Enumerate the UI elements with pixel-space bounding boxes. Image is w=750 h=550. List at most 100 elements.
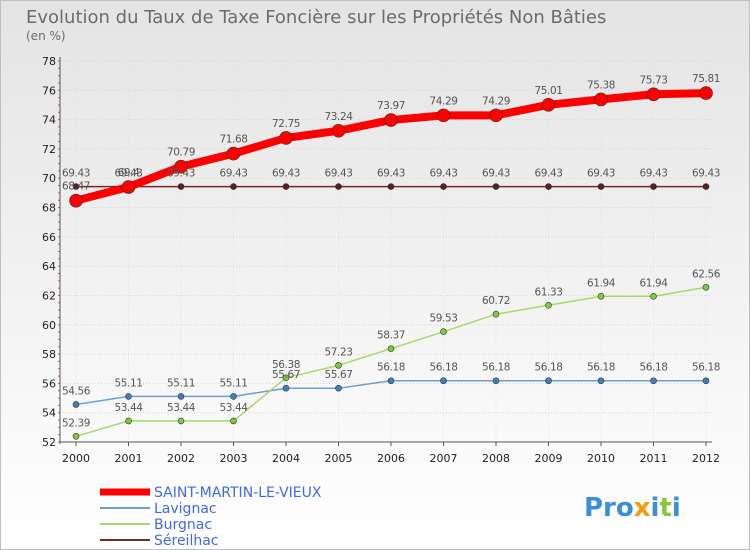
data-label: 56.38 bbox=[272, 359, 300, 371]
y-tick-label: 76 bbox=[42, 84, 56, 97]
data-point bbox=[702, 377, 710, 385]
x-tick-label: 2001 bbox=[115, 452, 143, 465]
data-label: 57.23 bbox=[324, 346, 352, 358]
data-point bbox=[597, 377, 605, 385]
x-tick-label: 2011 bbox=[640, 452, 668, 465]
data-label: 69.43 bbox=[429, 168, 457, 180]
data-point bbox=[121, 180, 136, 194]
data-point bbox=[489, 108, 503, 123]
series-saint-martin-le-vieux bbox=[69, 86, 713, 208]
data-point bbox=[177, 393, 185, 400]
y-tick-label: 54 bbox=[42, 407, 56, 420]
data-point bbox=[594, 92, 608, 107]
y-tick-label: 64 bbox=[42, 260, 56, 273]
data-label: 55.11 bbox=[219, 377, 247, 389]
data-point bbox=[69, 193, 83, 208]
data-point bbox=[650, 293, 657, 300]
x-tick-label: 2000 bbox=[62, 452, 90, 465]
data-point bbox=[125, 417, 132, 425]
data-point bbox=[177, 417, 185, 425]
data-point bbox=[177, 183, 185, 190]
proxiti-logo: Proxiti bbox=[584, 493, 681, 523]
data-point bbox=[387, 377, 395, 385]
data-point bbox=[282, 374, 290, 382]
data-label: 69.43 bbox=[534, 168, 562, 180]
x-tick-label: 2009 bbox=[535, 452, 563, 465]
y-axis-label: (en %) bbox=[26, 29, 66, 43]
data-label: 56.18 bbox=[692, 362, 720, 374]
y-tick-label: 52 bbox=[42, 436, 56, 449]
data-label: 69.43 bbox=[482, 168, 510, 180]
data-label: 75.38 bbox=[587, 79, 615, 91]
data-label: 53.44 bbox=[219, 402, 248, 414]
data-point bbox=[597, 183, 605, 190]
data-label: 55.67 bbox=[272, 369, 300, 381]
data-point bbox=[279, 131, 293, 145]
data-point bbox=[387, 345, 395, 352]
data-label: 68.47 bbox=[62, 181, 90, 193]
data-label: 73.24 bbox=[324, 111, 353, 123]
data-label: 59.53 bbox=[429, 313, 457, 325]
data-label: 56.18 bbox=[534, 362, 562, 374]
legend-label: Burgnac bbox=[154, 517, 212, 533]
data-label: 55.11 bbox=[114, 377, 142, 389]
y-tick-label: 60 bbox=[42, 319, 56, 332]
data-label: 54.56 bbox=[62, 385, 91, 397]
series-burgnac bbox=[72, 283, 710, 440]
legend-item: Burgnac bbox=[100, 517, 212, 533]
data-label: 75.81 bbox=[692, 73, 720, 85]
data-label: 74.29 bbox=[482, 95, 510, 107]
data-point bbox=[72, 432, 80, 440]
x-tick-label: 2008 bbox=[482, 452, 510, 465]
legend-item: Lavignac bbox=[100, 501, 217, 517]
data-label: 61.33 bbox=[534, 286, 562, 298]
data-label: 53.44 bbox=[167, 402, 196, 414]
data-label: 72.75 bbox=[272, 118, 300, 130]
data-label: 69.43 bbox=[377, 168, 405, 180]
x-tick-label: 2007 bbox=[430, 452, 458, 465]
data-label: 56.18 bbox=[482, 362, 510, 374]
axes: 52 54 56 58 60 62 64 66 68 70 72 74 76 78 2000 2001 2002… bbox=[42, 55, 720, 465]
legend-item: SAINT-MARTIN-LE-VIEUX bbox=[100, 485, 322, 501]
data-label: 71.68 bbox=[219, 134, 247, 146]
data-point bbox=[230, 417, 237, 425]
data-point bbox=[436, 108, 451, 123]
series-lavignac bbox=[72, 377, 710, 408]
data-point bbox=[545, 183, 552, 190]
data-label: 61.94 bbox=[639, 277, 668, 289]
data-point bbox=[545, 377, 552, 385]
y-tick-label: 56 bbox=[42, 377, 56, 390]
data-label: 56.18 bbox=[587, 362, 615, 374]
y-tick-label: 78 bbox=[42, 55, 56, 68]
data-label: 69.43 bbox=[167, 168, 195, 180]
data-point bbox=[230, 393, 237, 400]
x-tick-label: 2005 bbox=[325, 452, 353, 465]
data-label: 69.43 bbox=[62, 168, 90, 180]
y-tick-label: 62 bbox=[42, 289, 56, 302]
legend: SAINT-MARTIN-LE-VIEUXLavignacBurgnacSére… bbox=[100, 485, 322, 549]
x-tick-label: 2006 bbox=[377, 452, 405, 465]
data-label: 53.44 bbox=[114, 402, 143, 414]
legend-label: Lavignac bbox=[154, 501, 217, 517]
y-tick-label: 58 bbox=[42, 348, 56, 361]
data-label: 69.43 bbox=[587, 168, 615, 180]
series-layer bbox=[69, 86, 713, 440]
x-tick-label: 2002 bbox=[167, 452, 195, 465]
data-point bbox=[650, 377, 657, 385]
legend-label: Séreilhac bbox=[154, 533, 219, 549]
x-tick-label: 2003 bbox=[220, 452, 248, 465]
data-label: 69.4 bbox=[118, 167, 140, 179]
data-label: 69.43 bbox=[324, 168, 352, 180]
data-point bbox=[335, 384, 342, 392]
data-label: 60.72 bbox=[482, 295, 510, 307]
data-point bbox=[699, 86, 713, 100]
gridlines bbox=[62, 60, 712, 443]
data-point bbox=[541, 98, 556, 112]
chart-title: Evolution du Taux de Taxe Foncière sur l… bbox=[26, 7, 606, 28]
data-point bbox=[545, 301, 552, 309]
data-label: 56.18 bbox=[429, 362, 457, 374]
x-tick-label: 2012 bbox=[692, 452, 720, 465]
data-label: 75.73 bbox=[639, 74, 667, 86]
